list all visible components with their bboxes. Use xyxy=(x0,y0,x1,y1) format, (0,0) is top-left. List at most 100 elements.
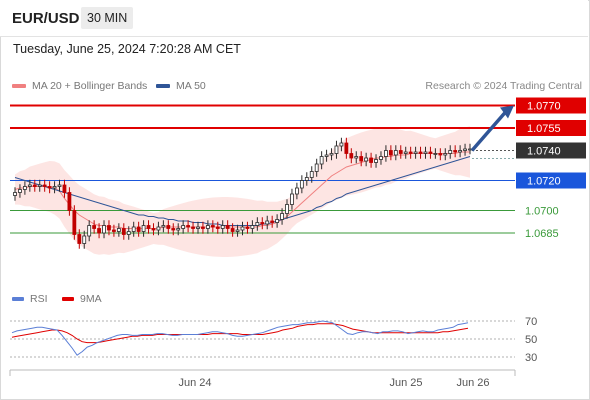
candle-body xyxy=(443,153,448,156)
ma20-swatch xyxy=(12,84,26,88)
candle-body xyxy=(205,225,210,229)
level-tag-1.0770 xyxy=(516,97,586,114)
rsi-swatch xyxy=(12,297,24,301)
candle-body xyxy=(151,228,156,231)
candle-body xyxy=(121,228,126,235)
candle-body xyxy=(112,229,116,232)
candle-body xyxy=(18,189,22,193)
candle-body xyxy=(299,180,304,189)
candle-body xyxy=(57,184,62,187)
candle-body xyxy=(453,150,458,153)
candle-body xyxy=(408,151,413,154)
candle-body xyxy=(463,148,467,151)
ma50-swatch xyxy=(156,84,170,88)
candle-body xyxy=(87,225,92,237)
rsi-ma-label: 9MA xyxy=(80,293,102,305)
candle-body xyxy=(438,153,443,156)
candle-body xyxy=(72,210,77,235)
level-tag-1.0755 xyxy=(516,120,586,136)
candle-body xyxy=(418,151,423,154)
candle-body xyxy=(116,228,121,232)
candle-body xyxy=(359,156,364,162)
candle-body xyxy=(201,226,205,229)
candle-body xyxy=(344,142,349,154)
candle-body xyxy=(161,225,166,228)
candle-body xyxy=(413,151,418,154)
candle-body xyxy=(339,142,344,147)
ma20-label: MA 20 + Bollinger Bands xyxy=(32,80,148,92)
candle-body xyxy=(171,228,176,231)
candle-body xyxy=(220,225,225,229)
candle-body xyxy=(62,184,67,193)
candle-body xyxy=(384,150,388,157)
candle-body xyxy=(428,151,433,154)
candle-body xyxy=(295,187,299,195)
rsi-ma-line xyxy=(11,323,469,344)
copyright-label: Research © 2024 Trading Central xyxy=(425,80,582,92)
forecast-arrow-shaft xyxy=(470,110,508,152)
rsi-tick-label: 70 xyxy=(525,316,537,328)
candle-body xyxy=(304,177,309,181)
candle-body xyxy=(260,222,265,225)
last-price-label: 1.0740 xyxy=(527,146,561,158)
candle-body xyxy=(82,235,87,244)
candle-body xyxy=(379,156,383,160)
candle-body xyxy=(329,153,334,156)
candle-body xyxy=(37,184,42,187)
candle-body xyxy=(215,226,220,229)
candle-body xyxy=(423,151,428,154)
candle-body xyxy=(265,220,270,225)
level-label-1.0770: 1.0770 xyxy=(527,101,561,113)
candle-body xyxy=(275,219,280,223)
candle-body xyxy=(42,184,47,187)
candle-body xyxy=(141,225,146,232)
candle-body xyxy=(433,153,438,155)
candle-body xyxy=(270,220,275,223)
last-price-tag xyxy=(516,142,586,159)
candle-body xyxy=(245,226,250,229)
x-tick-label: Jun 26 xyxy=(456,377,489,389)
candle-body xyxy=(181,225,186,229)
legend-rsi: RSI xyxy=(12,293,48,305)
rsi-tick-label: 30 xyxy=(525,352,537,364)
candle-body xyxy=(210,225,215,228)
candle-body xyxy=(156,226,161,231)
timeframe-badge[interactable]: 30 MIN xyxy=(81,7,134,29)
candle-body xyxy=(136,226,141,232)
candle-body xyxy=(393,150,398,156)
candle-body xyxy=(166,225,171,229)
legend-ma50: MA 50 xyxy=(156,80,206,92)
candle-body xyxy=(290,193,294,205)
candle-body xyxy=(186,225,190,228)
datetime-label: Tuesday, June 25, 2024 7:20:28 AM CET xyxy=(13,42,241,56)
x-tick-label: Jun 24 xyxy=(178,377,211,389)
candle-body xyxy=(126,231,131,235)
symbol-title: EUR/USD xyxy=(12,10,80,27)
legend-ma20: MA 20 + Bollinger Bands xyxy=(12,80,147,92)
level-label-1.0720: 1.0720 xyxy=(527,176,561,188)
candle-body xyxy=(324,154,329,157)
candles-group xyxy=(13,137,472,249)
candle-body xyxy=(97,228,101,234)
candle-body xyxy=(458,150,463,153)
candle-body xyxy=(388,150,393,156)
candle-body xyxy=(403,151,408,154)
legend-rsi-ma: 9MA xyxy=(62,293,102,305)
candle-body xyxy=(146,225,151,229)
candle-body xyxy=(102,225,106,234)
x-tick-label: Jun 25 xyxy=(389,377,422,389)
candle-body xyxy=(47,186,52,189)
candle-body xyxy=(225,225,230,229)
level-label-1.0700: 1.0700 xyxy=(525,206,559,218)
candle-body xyxy=(230,228,235,232)
candle-body xyxy=(398,150,403,154)
candle-body xyxy=(314,163,319,172)
candle-body xyxy=(131,226,136,232)
level-label-1.0755: 1.0755 xyxy=(527,123,561,135)
candle-body xyxy=(77,234,82,244)
candle-body xyxy=(369,157,373,163)
rsi-ma-swatch xyxy=(62,297,74,301)
ma50-label: MA 50 xyxy=(176,80,206,92)
candle-body xyxy=(191,226,195,229)
candle-body xyxy=(32,184,37,187)
